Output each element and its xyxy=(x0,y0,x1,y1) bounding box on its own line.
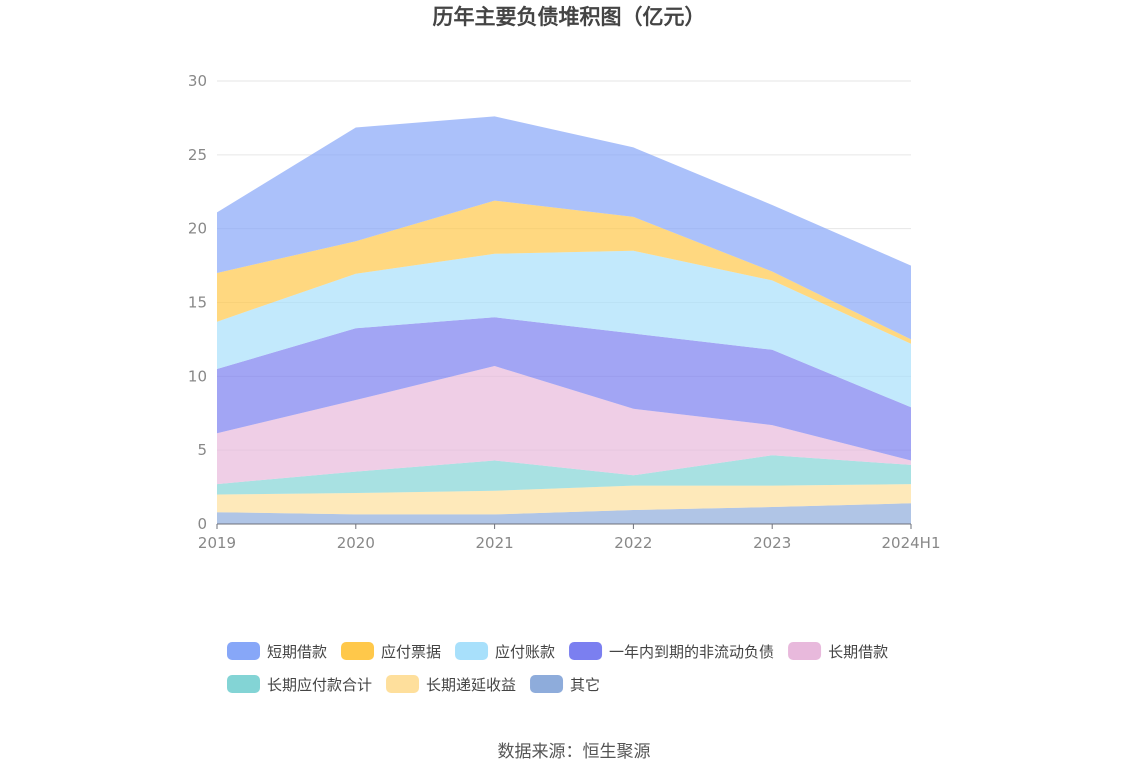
legend-item[interactable]: 短期借款 xyxy=(227,642,327,661)
legend-swatch xyxy=(530,675,564,693)
x-tick-label: 2023 xyxy=(753,534,791,552)
x-tick-label: 2019 xyxy=(198,534,236,552)
area-series-2 xyxy=(217,455,911,495)
legend-label: 应付票据 xyxy=(381,643,441,661)
y-tick-label: 0 xyxy=(197,515,207,533)
legend-label: 其它 xyxy=(570,676,600,694)
y-tick-label: 5 xyxy=(197,441,207,459)
legend-label: 应付账款 xyxy=(495,643,555,661)
legend-swatch xyxy=(227,675,260,693)
area-series-6 xyxy=(217,200,911,344)
x-tick-label: 2024H1 xyxy=(882,534,941,552)
legend-swatch xyxy=(569,642,603,660)
area-series-5 xyxy=(217,250,911,408)
y-tick-label: 15 xyxy=(188,294,207,312)
legend-label: 长期递延收益 xyxy=(426,676,516,694)
legend-item[interactable]: 长期应付款合计 xyxy=(227,675,372,694)
legend-item[interactable]: 长期借款 xyxy=(788,642,888,661)
y-tick-label: 10 xyxy=(188,367,207,385)
legend-item[interactable]: 其它 xyxy=(530,675,600,694)
area-series xyxy=(217,116,911,524)
legend-label: 一年内到期的非流动负债 xyxy=(609,643,774,661)
y-tick-label: 20 xyxy=(188,220,207,238)
legend-swatch xyxy=(341,642,375,660)
x-tick-label: 2022 xyxy=(614,534,652,552)
area-series-0 xyxy=(217,503,911,524)
legend-item[interactable]: 应付账款 xyxy=(455,642,555,661)
x-tick-label: 2020 xyxy=(337,534,375,552)
legend-swatch xyxy=(386,675,420,693)
legend-label: 短期借款 xyxy=(267,643,327,661)
legend-item[interactable]: 应付票据 xyxy=(341,642,441,661)
y-tick-label: 25 xyxy=(188,146,207,164)
legend-label: 长期应付款合计 xyxy=(267,676,372,694)
area-series-7 xyxy=(217,116,911,340)
axes: 0 5 10 15 20 25 30 2019 2020 2021 2022 2023 2024H1 xyxy=(188,72,941,552)
legend-item[interactable]: 长期递延收益 xyxy=(386,675,516,694)
data-source: 数据来源：恒生聚源 xyxy=(498,742,651,762)
chart-title: 历年主要负债堆积图（亿元） xyxy=(433,5,706,29)
legend-swatch xyxy=(788,642,822,660)
area-series-4 xyxy=(217,317,911,461)
x-tick-label: 2021 xyxy=(476,534,514,552)
legend-swatch xyxy=(455,642,489,660)
area-series-3 xyxy=(217,366,911,485)
area-series-1 xyxy=(217,484,911,515)
legend-label: 长期借款 xyxy=(828,643,888,661)
legend-item[interactable]: 一年内到期的非流动负债 xyxy=(569,642,774,661)
y-tick-label: 30 xyxy=(188,72,207,90)
legend-swatch xyxy=(227,642,260,660)
